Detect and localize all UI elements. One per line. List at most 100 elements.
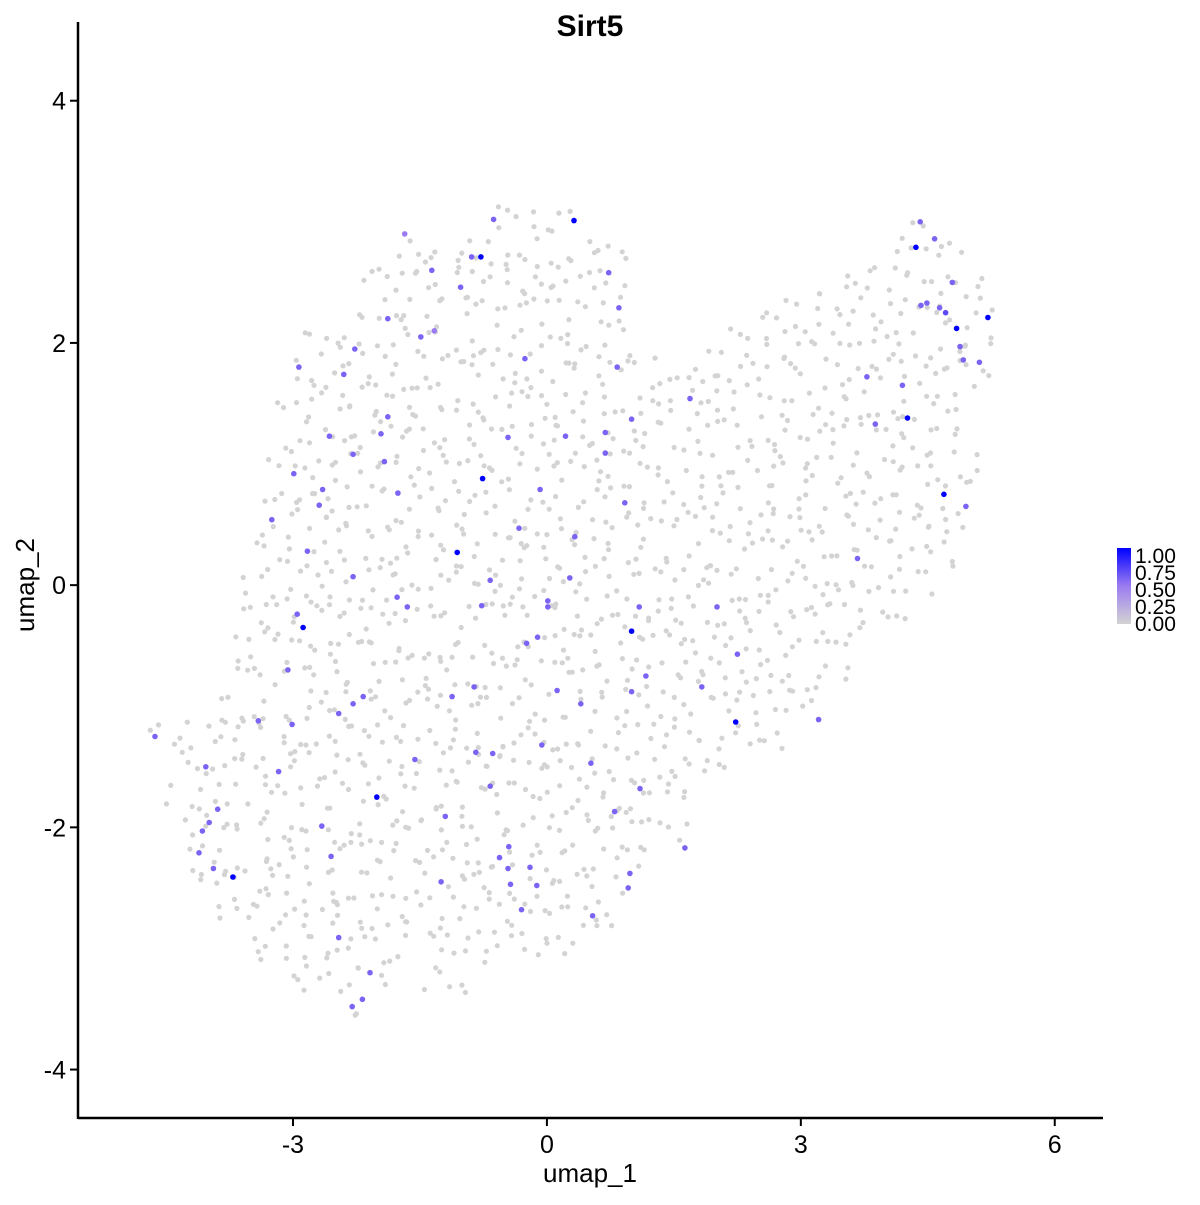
cell-point: [911, 515, 917, 521]
cell-point: [363, 503, 369, 509]
cell-point: [557, 878, 563, 885]
cell-point: [846, 376, 852, 383]
cell-point: [592, 708, 598, 715]
cell-point: [604, 593, 610, 599]
cell-point: [873, 427, 879, 433]
cell-point: [942, 483, 949, 489]
cell-point: [304, 715, 310, 722]
cell-point: [308, 934, 314, 940]
cell-point: [407, 238, 413, 244]
cell-point: [796, 506, 802, 512]
cell-point: [883, 426, 889, 432]
cell-point: [379, 488, 385, 494]
cell-point: [695, 541, 702, 547]
cell-point: [625, 358, 631, 364]
cell-point: [369, 533, 375, 540]
cell-point: [415, 736, 421, 742]
expressing-cell-point: [316, 502, 323, 509]
cell-point: [952, 391, 958, 398]
cell-point: [218, 734, 224, 740]
cell-point: [459, 804, 465, 810]
cell-point: [331, 707, 337, 713]
cell-point: [723, 642, 729, 649]
cell-point: [240, 751, 246, 758]
cell-point: [844, 284, 850, 290]
cell-point: [231, 896, 238, 903]
cell-point: [483, 948, 489, 954]
cell-point: [605, 473, 611, 479]
cell-point: [306, 750, 312, 756]
cell-point: [438, 827, 444, 833]
cell-point: [214, 880, 220, 886]
cell-point: [584, 596, 590, 602]
cell-point: [756, 608, 762, 615]
cell-point: [591, 285, 597, 291]
cell-point: [769, 482, 775, 489]
cell-point: [686, 729, 693, 735]
cell-point: [974, 452, 980, 458]
cell-point: [246, 914, 252, 921]
cell-point: [496, 901, 502, 907]
cell-point: [518, 541, 524, 547]
expressing-cell-point: [539, 742, 545, 748]
cell-point: [216, 904, 222, 910]
cell-point: [590, 866, 596, 872]
cell-point: [898, 310, 904, 317]
cell-point: [509, 594, 515, 600]
cell-point: [878, 496, 884, 502]
cell-point: [319, 583, 325, 589]
cell-point: [870, 312, 876, 318]
cell-point: [721, 764, 727, 771]
cell-point: [710, 514, 716, 520]
cell-point: [308, 643, 314, 649]
expressing-cell-point: [611, 808, 618, 815]
cell-point: [348, 839, 354, 845]
cell-point: [665, 781, 672, 787]
cell-point: [523, 300, 530, 306]
cell-point: [650, 385, 656, 391]
cell-point: [348, 831, 354, 837]
cell-point: [277, 920, 283, 926]
cell-point: [803, 465, 809, 471]
cell-point: [182, 817, 188, 823]
cell-point: [609, 525, 615, 531]
cell-point: [774, 730, 780, 736]
cell-point: [541, 587, 547, 594]
cell-point: [627, 450, 633, 456]
cell-point: [699, 483, 705, 489]
cell-point: [512, 662, 518, 668]
cell-point: [825, 638, 831, 645]
cell-point: [538, 393, 545, 399]
cell-point: [270, 594, 276, 600]
cell-point: [478, 350, 484, 356]
cell-point: [532, 274, 539, 280]
cell-point: [935, 477, 941, 483]
cell-point: [929, 279, 935, 285]
expressing-cell-point: [404, 604, 411, 610]
cell-point: [440, 452, 446, 458]
cell-point: [308, 599, 314, 605]
expressing-cell-point: [438, 879, 444, 885]
cell-point: [303, 828, 309, 834]
cell-point: [749, 443, 755, 449]
cell-point: [386, 620, 392, 626]
cell-point: [604, 678, 610, 684]
cell-point: [890, 459, 896, 465]
cell-point: [745, 531, 752, 537]
cell-point: [382, 353, 388, 359]
cell-point: [946, 240, 953, 246]
cell-point: [697, 450, 703, 456]
cell-point: [602, 743, 608, 749]
cell-point: [362, 762, 368, 768]
cell-point: [328, 640, 334, 647]
cell-point: [274, 602, 280, 608]
cell-point: [554, 423, 561, 429]
expressing-cell-point: [588, 760, 594, 766]
cell-point: [980, 368, 986, 374]
cell-point: [809, 537, 815, 543]
expressing-cell-point: [431, 328, 438, 334]
cell-point: [568, 764, 575, 771]
cell-point: [436, 508, 442, 514]
cell-point: [328, 568, 335, 575]
cell-point: [718, 483, 724, 489]
